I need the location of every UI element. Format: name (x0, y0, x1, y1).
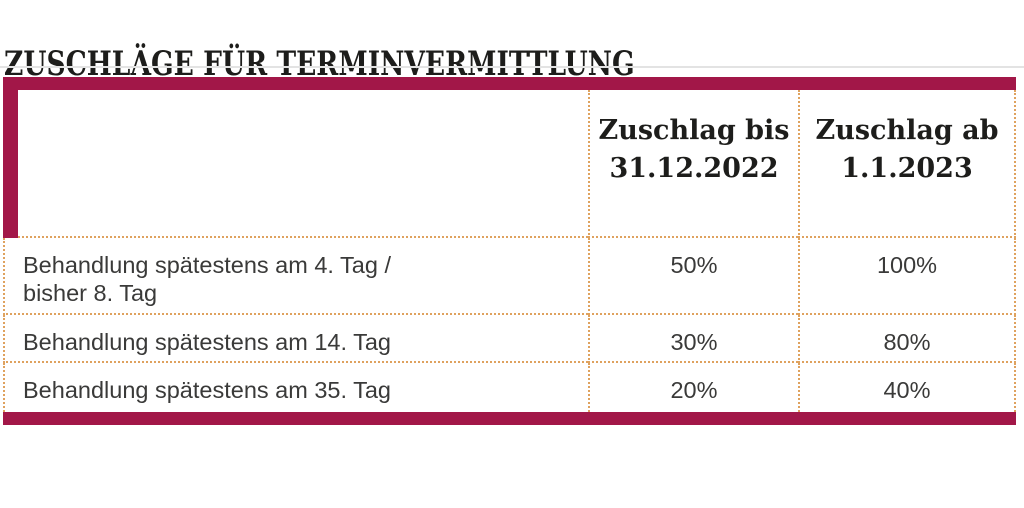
table-left-border-bar (3, 77, 18, 238)
header-label-line: 1.1.2023 (841, 153, 973, 184)
row-label-line: Behandlung spätestens am 4. Tag / (23, 252, 391, 278)
table-value-bis-2022: 30% (588, 315, 798, 363)
header-label-line: 31.12.2022 (609, 153, 779, 184)
table-row-label: Behandlung spätestens am 4. Tag / bisher… (3, 238, 588, 315)
row-label-line: Behandlung spätestens am 14. Tag (23, 329, 392, 355)
table-value-bis-2022: 50% (588, 238, 798, 315)
table-value-ab-2023: 40% (798, 363, 1016, 412)
table-row-label: Behandlung spätestens am 35. Tag (3, 363, 588, 412)
header-cell-empty (3, 90, 588, 238)
headline-divider-line (0, 66, 1024, 68)
table-row-label: Behandlung spätestens am 14. Tag (3, 315, 588, 363)
header-label-line: Zuschlag ab (815, 115, 999, 146)
header-label-line: Zuschlag bis (598, 115, 790, 146)
surcharge-table: Zuschlag bis 31.12.2022 Zuschlag ab 1.1.… (3, 77, 1016, 425)
table-value-ab-2023: 100% (798, 238, 1016, 315)
table-bottom-border-bar (3, 412, 1016, 425)
table-top-border-bar (3, 77, 1016, 90)
row-label-line: Behandlung spätestens am 35. Tag (23, 377, 392, 403)
table-grid: Zuschlag bis 31.12.2022 Zuschlag ab 1.1.… (3, 90, 1016, 412)
page-title: ZUSCHLÄGE FÜR TERMINVERMITTLUNG (4, 43, 635, 84)
table-value-ab-2023: 80% (798, 315, 1016, 363)
table-value-bis-2022: 20% (588, 363, 798, 412)
header-cell-zuschlag-bis: Zuschlag bis 31.12.2022 (588, 90, 798, 238)
row-label-line: bisher 8. Tag (23, 280, 158, 306)
header-cell-zuschlag-ab: Zuschlag ab 1.1.2023 (798, 90, 1016, 238)
